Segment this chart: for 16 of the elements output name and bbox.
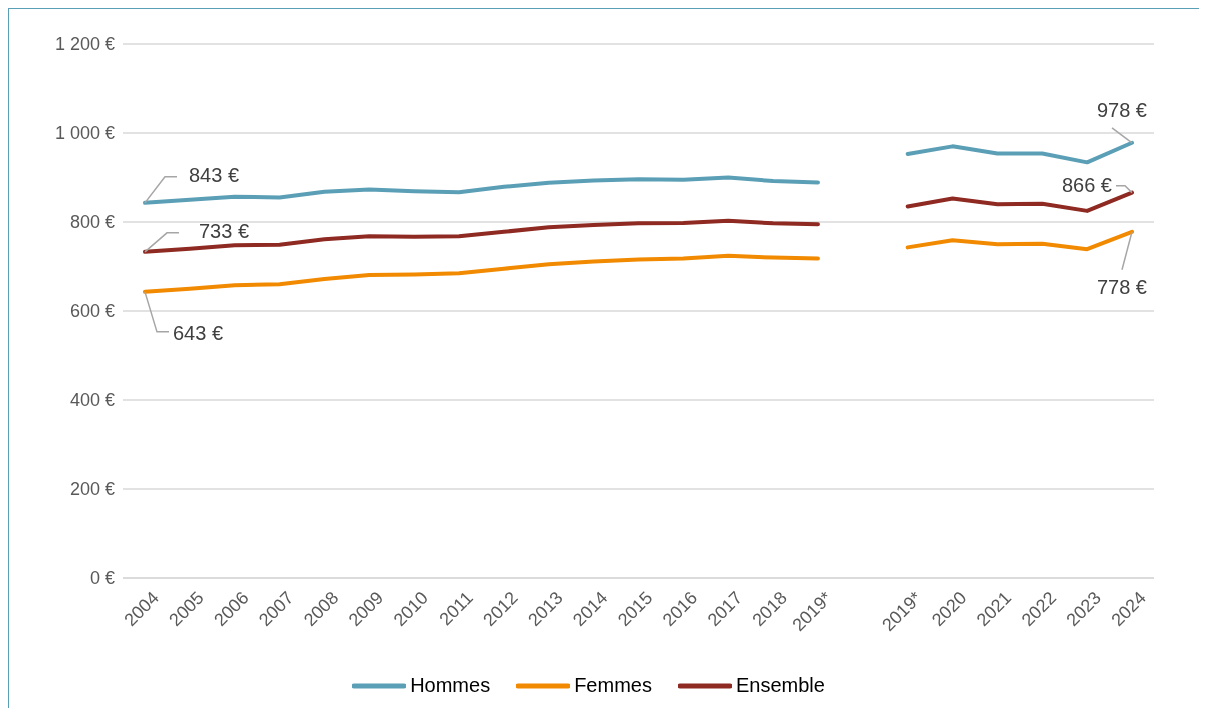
data-label: 733 € [199, 219, 250, 242]
data-label: 643 € [173, 321, 224, 344]
y-tick-label: 400 € [69, 390, 115, 411]
y-tick-label: 1 200 € [54, 34, 115, 55]
data-label: 866 € [1061, 173, 1112, 196]
data-label: 843 € [189, 163, 240, 186]
legend-label: Hommes [410, 674, 491, 697]
legend-label: Ensemble [735, 674, 825, 697]
y-tick-label: 800 € [69, 212, 115, 233]
y-tick-label: 600 € [69, 301, 115, 322]
y-tick-label: 0 € [89, 568, 115, 589]
y-tick-label: 1 000 € [54, 123, 115, 144]
data-label: 978 € [1096, 98, 1147, 121]
y-tick-label: 200 € [69, 479, 115, 500]
data-label: 778 € [1096, 275, 1147, 298]
legend-label: Femmes [574, 674, 652, 697]
